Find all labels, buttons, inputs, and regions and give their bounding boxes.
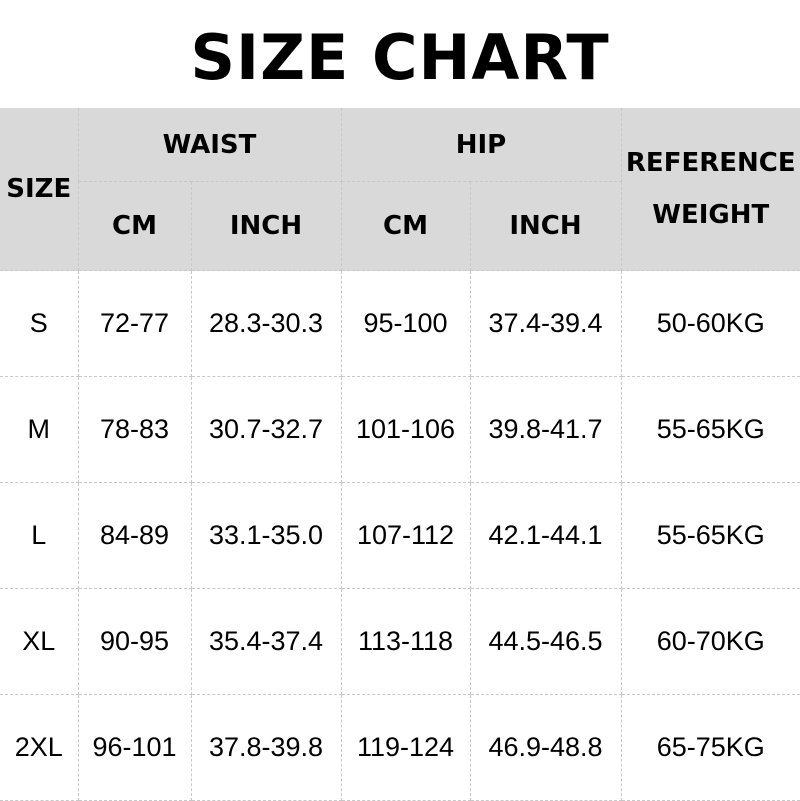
header-waist: WAIST	[78, 108, 341, 182]
header-reference-line2: WEIGHT	[622, 189, 800, 241]
cell-waist-inch: 35.4-37.4	[191, 589, 341, 695]
cell-hip-inch: 44.5-46.5	[470, 589, 621, 695]
cell-weight: 55-65KG	[621, 377, 800, 483]
cell-waist-inch: 28.3-30.3	[191, 271, 341, 377]
cell-hip-cm: 119-124	[341, 695, 470, 801]
cell-hip-cm: 95-100	[341, 271, 470, 377]
header-waist-inch: INCH	[191, 182, 341, 271]
cell-waist-inch: 37.8-39.8	[191, 695, 341, 801]
cell-hip-inch: 42.1-44.1	[470, 483, 621, 589]
cell-waist-cm: 84-89	[78, 483, 191, 589]
cell-size: M	[0, 377, 78, 483]
header-hip-cm: CM	[341, 182, 470, 271]
cell-size: S	[0, 271, 78, 377]
header-waist-cm: CM	[78, 182, 191, 271]
cell-hip-cm: 107-112	[341, 483, 470, 589]
header-size: SIZE	[0, 108, 78, 271]
cell-waist-inch: 33.1-35.0	[191, 483, 341, 589]
cell-size: 2XL	[0, 695, 78, 801]
cell-hip-inch: 46.9-48.8	[470, 695, 621, 801]
size-table: SIZE WAIST HIP REFERENCE WEIGHT CM INCH …	[0, 108, 800, 801]
cell-hip-inch: 39.8-41.7	[470, 377, 621, 483]
cell-waist-cm: 96-101	[78, 695, 191, 801]
cell-hip-cm: 113-118	[341, 589, 470, 695]
header-hip-inch: INCH	[470, 182, 621, 271]
header-hip: HIP	[341, 108, 621, 182]
header-reference-weight: REFERENCE WEIGHT	[621, 108, 800, 271]
cell-size: L	[0, 483, 78, 589]
page-title: SIZE CHART	[0, 18, 800, 98]
header-reference-line1: REFERENCE	[622, 137, 800, 189]
cell-weight: 60-70KG	[621, 589, 800, 695]
cell-weight: 65-75KG	[621, 695, 800, 801]
cell-waist-cm: 90-95	[78, 589, 191, 695]
cell-hip-cm: 101-106	[341, 377, 470, 483]
cell-weight: 50-60KG	[621, 271, 800, 377]
cell-size: XL	[0, 589, 78, 695]
cell-waist-inch: 30.7-32.7	[191, 377, 341, 483]
cell-waist-cm: 78-83	[78, 377, 191, 483]
cell-hip-inch: 37.4-39.4	[470, 271, 621, 377]
cell-waist-cm: 72-77	[78, 271, 191, 377]
cell-weight: 55-65KG	[621, 483, 800, 589]
